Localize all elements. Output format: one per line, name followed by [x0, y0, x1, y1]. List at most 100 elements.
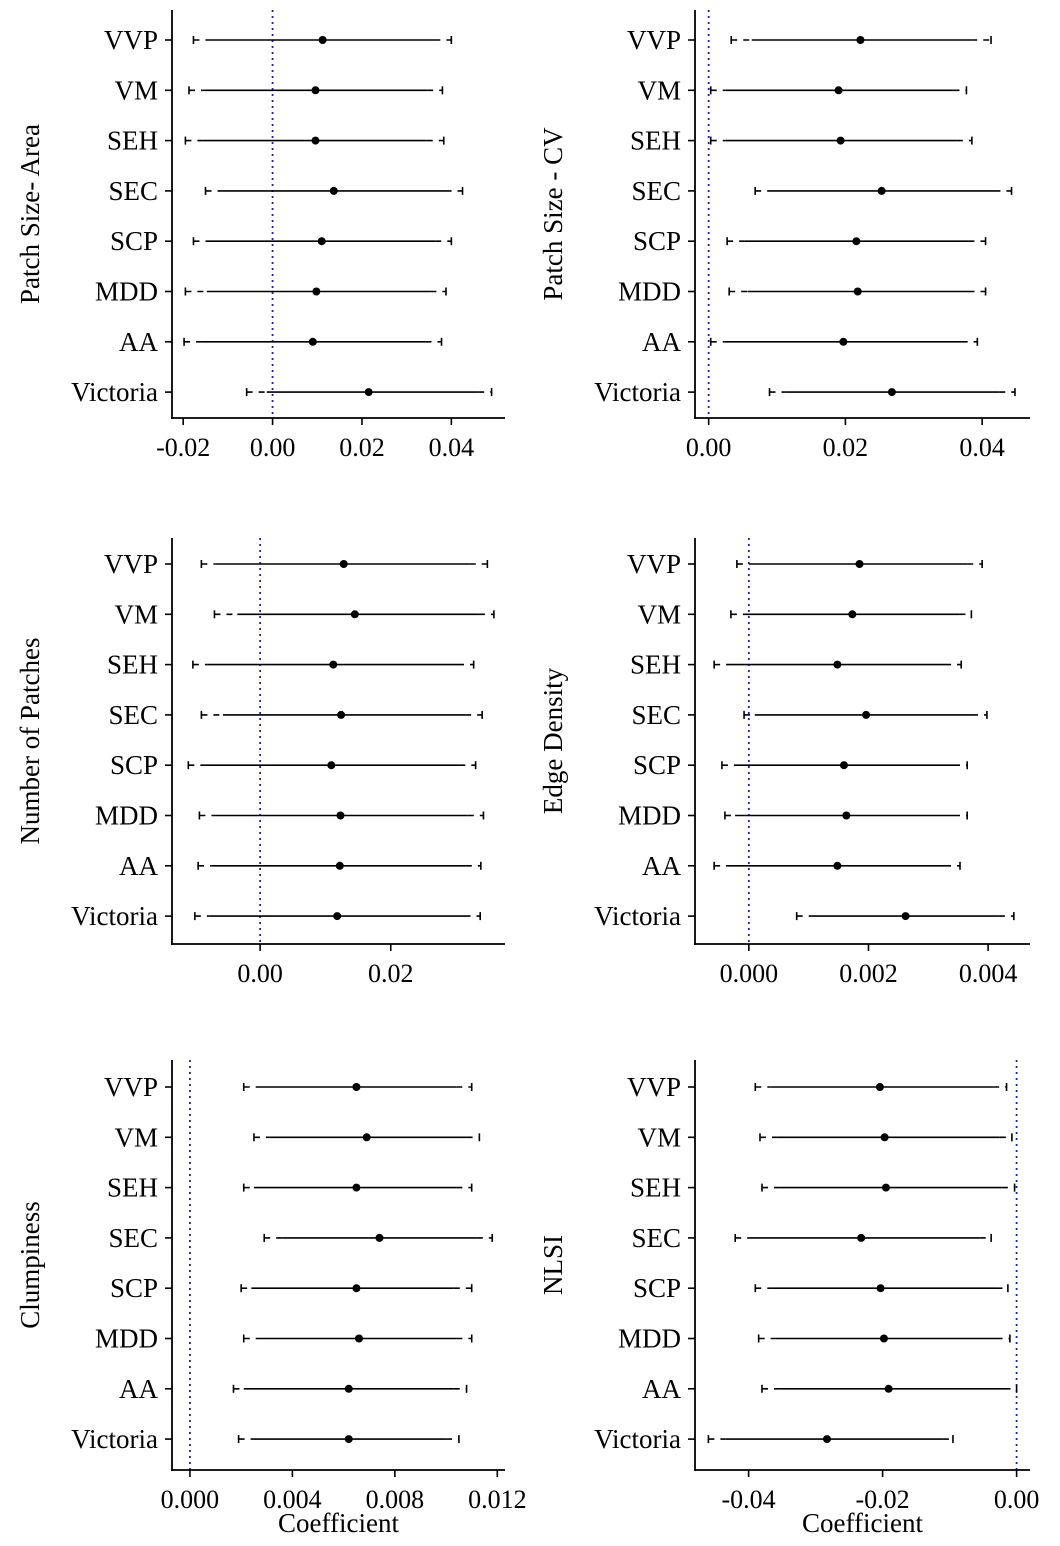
point-estimate [839, 337, 848, 346]
x-tick-label: 0.04 [429, 433, 475, 462]
point-estimate [352, 1284, 361, 1293]
category-label: Victoria [71, 377, 158, 407]
x-axis-title: Coefficient [278, 1508, 399, 1538]
x-tick-label: 0.00 [237, 959, 283, 988]
x-tick-label: 0.004 [959, 959, 1018, 988]
y-axis-title: Clumpiness [15, 1201, 45, 1329]
point-estimate [855, 560, 864, 568]
category-label: SEC [108, 1223, 158, 1253]
category-label: SCP [633, 1273, 681, 1303]
category-label: SEH [630, 650, 681, 680]
y-axis-title: NLSI [538, 1235, 568, 1295]
x-tick-label: -0.02 [856, 1485, 910, 1514]
category-label: AA [119, 327, 158, 357]
point-estimate [822, 1435, 831, 1444]
category-label: Victoria [594, 377, 681, 407]
point-estimate [853, 287, 862, 296]
point-estimate [311, 86, 320, 95]
category-label: SEH [630, 126, 681, 156]
category-label: VVP [104, 1072, 158, 1102]
category-label: SEH [107, 126, 158, 156]
point-estimate [335, 861, 344, 870]
category-label: SEC [631, 1223, 681, 1253]
y-axis-title: Edge Density [538, 667, 568, 814]
category-label: Victoria [71, 901, 158, 931]
x-tick-label: -0.02 [156, 433, 210, 462]
x-tick-label: -0.04 [722, 1485, 776, 1514]
y-axis-title: Patch Size - CV [538, 127, 568, 301]
category-label: VM [114, 599, 158, 629]
y-axis-title: Patch Size- Area [15, 124, 45, 304]
point-estimate [856, 36, 865, 44]
point-estimate [876, 1284, 885, 1293]
category-label: MDD [95, 277, 158, 307]
x-tick-label: 0.02 [368, 959, 414, 988]
category-label: AA [642, 327, 681, 357]
x-tick-label: 0.008 [366, 1485, 425, 1514]
x-tick-label: 0.012 [468, 1485, 527, 1514]
x-tick-label: 0.02 [823, 433, 869, 462]
category-label: MDD [618, 801, 681, 831]
category-label: MDD [95, 1324, 158, 1354]
y-axis-title: Number of Patches [15, 638, 45, 845]
category-label: AA [119, 1374, 158, 1404]
point-estimate [333, 912, 342, 921]
point-estimate [350, 610, 359, 619]
category-label: SEC [631, 176, 681, 206]
category-label: VVP [627, 549, 681, 579]
point-estimate [362, 1133, 371, 1142]
point-estimate [375, 1233, 384, 1242]
point-estimate [339, 560, 348, 568]
category-label: SEH [107, 1173, 158, 1203]
point-estimate [364, 388, 373, 397]
x-tick-label: 0.000 [720, 959, 779, 988]
category-label: SCP [633, 750, 681, 780]
point-estimate [887, 388, 896, 397]
category-label: SEH [630, 1173, 681, 1203]
point-estimate [879, 1334, 888, 1343]
point-estimate [337, 710, 346, 719]
point-estimate [352, 1083, 361, 1091]
point-estimate [318, 36, 327, 44]
category-label: SEC [631, 700, 681, 730]
category-label: MDD [618, 277, 681, 307]
x-tick-label: 0.00 [250, 433, 296, 462]
point-estimate [901, 912, 910, 921]
point-estimate [880, 1133, 889, 1142]
point-estimate [327, 761, 336, 770]
category-label: VM [114, 75, 158, 105]
point-estimate [833, 660, 842, 669]
x-axis-title: Coefficient [802, 1508, 923, 1538]
point-estimate [344, 1435, 353, 1444]
point-estimate [881, 1183, 890, 1192]
category-label: SCP [110, 226, 158, 256]
category-label: AA [119, 851, 158, 881]
point-estimate [836, 136, 845, 145]
category-label: MDD [618, 1324, 681, 1354]
x-tick-label: 0.04 [959, 433, 1005, 462]
x-tick-label: 0.004 [263, 1485, 322, 1514]
point-estimate [336, 811, 345, 820]
category-label: SEC [108, 176, 158, 206]
point-estimate [884, 1384, 893, 1393]
point-estimate [834, 86, 843, 95]
point-estimate [329, 186, 338, 195]
point-estimate [317, 237, 326, 246]
point-estimate [352, 1183, 361, 1192]
category-label: SEH [107, 650, 158, 680]
point-estimate [308, 337, 317, 346]
category-label: VM [114, 1122, 158, 1152]
x-tick-label: 0.002 [839, 959, 898, 988]
category-label: SCP [110, 750, 158, 780]
category-label: VM [637, 599, 681, 629]
category-label: Victoria [594, 1424, 681, 1454]
category-label: VVP [627, 1072, 681, 1102]
point-estimate [862, 710, 871, 719]
category-label: VM [637, 75, 681, 105]
category-label: VM [637, 1122, 681, 1152]
category-label: VVP [104, 549, 158, 579]
x-tick-label: 0.00 [994, 1485, 1040, 1514]
category-label: AA [642, 1374, 681, 1404]
point-estimate [857, 1233, 866, 1242]
category-label: Victoria [594, 901, 681, 931]
